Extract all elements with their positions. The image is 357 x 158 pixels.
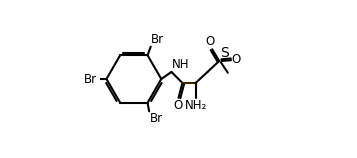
- Text: S: S: [220, 46, 228, 60]
- Text: Br: Br: [151, 33, 164, 46]
- Text: O: O: [173, 99, 182, 112]
- Text: O: O: [205, 35, 215, 49]
- Text: NH₂: NH₂: [185, 99, 207, 112]
- Text: Br: Br: [150, 112, 163, 125]
- Text: O: O: [232, 53, 241, 66]
- Text: Br: Br: [84, 73, 97, 85]
- Text: NH: NH: [172, 58, 190, 71]
